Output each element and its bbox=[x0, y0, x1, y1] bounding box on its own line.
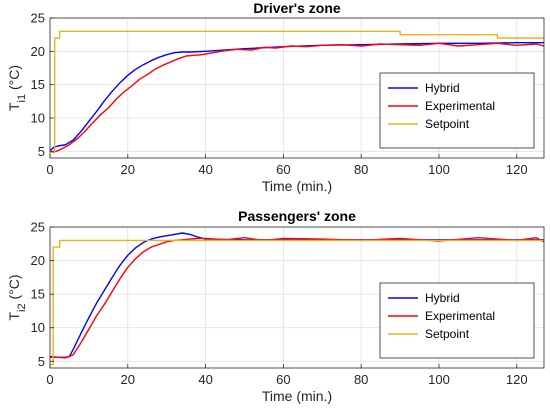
y-tick-label: 25 bbox=[31, 11, 45, 26]
legend: Hybrid Experimental Setpoint bbox=[379, 282, 535, 359]
y-tick-label: 20 bbox=[31, 44, 45, 59]
x-tick-label: 40 bbox=[198, 162, 212, 177]
y-tick-label: 15 bbox=[31, 287, 45, 302]
legend-label-setpoint: Setpoint bbox=[425, 327, 470, 341]
series-line-setpoint bbox=[50, 30, 544, 152]
series-group bbox=[50, 30, 544, 153]
x-tick-label: 120 bbox=[506, 372, 528, 387]
x-axis-label: Time (min.) bbox=[262, 178, 332, 194]
y-axis-label-unit: (°C) bbox=[6, 65, 22, 94]
series-line-experimental bbox=[50, 237, 544, 359]
series-line-experimental bbox=[50, 42, 544, 153]
y-axis-label-subscript: i2 bbox=[16, 303, 28, 312]
series-line-hybrid bbox=[50, 42, 544, 152]
y-axis-label-subscript: i1 bbox=[16, 94, 28, 103]
y-tick-label: 10 bbox=[31, 111, 45, 126]
x-tick-label: 20 bbox=[121, 372, 135, 387]
legend-label-experimental: Experimental bbox=[425, 309, 495, 323]
x-tick-label: 60 bbox=[276, 162, 290, 177]
legend-label-setpoint: Setpoint bbox=[425, 117, 470, 131]
y-tick-label: 5 bbox=[38, 354, 45, 369]
passengers-zone-panel: 0 20 40 60 80 100 120 5 10 15 20 25 Passengers' zone… bbox=[6, 208, 545, 404]
chart-title: Passengers' zone bbox=[238, 208, 356, 224]
x-tick-label: 100 bbox=[428, 162, 450, 177]
legend-label-hybrid: Hybrid bbox=[425, 81, 460, 95]
legend-box bbox=[379, 282, 535, 359]
x-tick-label: 100 bbox=[428, 372, 450, 387]
legend-label-hybrid: Hybrid bbox=[425, 291, 460, 305]
y-axis-label-symbol: T bbox=[6, 102, 22, 111]
x-tick-label: 40 bbox=[198, 372, 212, 387]
y-axis-label: Ti2 (°C) bbox=[6, 274, 28, 320]
legend-label-experimental: Experimental bbox=[425, 99, 495, 113]
x-tick-label: 20 bbox=[121, 162, 135, 177]
axes-frame bbox=[49, 226, 545, 369]
y-axis-label-symbol: T bbox=[6, 312, 22, 321]
x-tick-label: 0 bbox=[46, 162, 53, 177]
series-line-setpoint bbox=[50, 239, 544, 366]
y-tick-label: 20 bbox=[31, 253, 45, 268]
legend: Hybrid Experimental Setpoint bbox=[379, 72, 535, 149]
axes-frame bbox=[49, 17, 545, 159]
y-tick-label: 5 bbox=[38, 144, 45, 159]
x-tick-label: 0 bbox=[46, 372, 53, 387]
chart-title: Driver's zone bbox=[253, 0, 341, 16]
y-tick-label: 10 bbox=[31, 320, 45, 335]
x-tick-label: 120 bbox=[506, 162, 528, 177]
x-tick-label: 80 bbox=[354, 372, 368, 387]
y-tick-label: 25 bbox=[31, 220, 45, 235]
y-axis-label: Ti1 (°C) bbox=[6, 65, 28, 111]
x-tick-label: 60 bbox=[276, 372, 290, 387]
x-axis-label: Time (min.) bbox=[262, 388, 332, 404]
y-tick-label: 15 bbox=[31, 77, 45, 92]
series-group bbox=[50, 232, 544, 366]
x-tick-label: 80 bbox=[354, 162, 368, 177]
legend-box bbox=[379, 72, 535, 149]
y-axis-label-unit: (°C) bbox=[6, 274, 22, 303]
driver-zone-panel: 0 20 40 60 80 100 120 5 10 15 20 25 Driver's zone Tim… bbox=[6, 0, 545, 194]
